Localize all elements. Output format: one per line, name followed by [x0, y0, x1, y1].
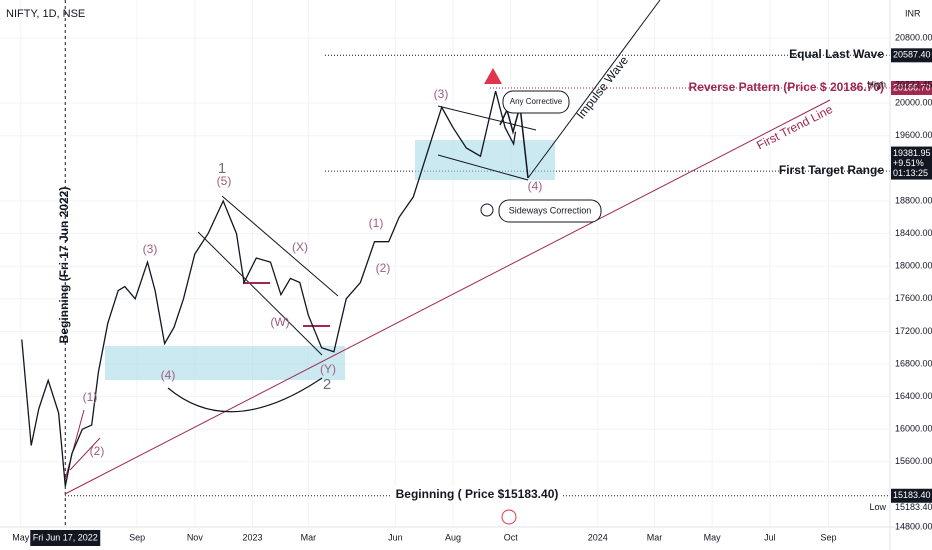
wave-label: (1) [369, 216, 384, 230]
annotation: First Target Range [779, 163, 884, 177]
annotation: Reverse Pattern (Price $ 20186.70) [689, 80, 884, 94]
y-tick-label: 16000.00 [895, 424, 932, 434]
price-tag [891, 488, 932, 503]
annotation: Beginning (Fri 17 Jun 2022) [57, 187, 71, 344]
wave-label: (W) [270, 315, 289, 329]
impulse-line [527, 0, 661, 179]
y-tick-label: 16400.00 [895, 391, 932, 401]
warning-icon [484, 68, 502, 84]
wave-label: (2) [376, 261, 391, 275]
currency: INR [905, 8, 921, 18]
last-price: 19381.95 [893, 148, 931, 158]
y-tick-label: 17200.00 [895, 326, 932, 336]
y-tick-label: 18000.00 [895, 261, 932, 271]
price-tag [891, 48, 932, 63]
x-tick-label: May [704, 532, 722, 542]
x-tick-label: Nov [187, 532, 204, 542]
x-tick-label: Mar [647, 532, 663, 542]
zone [415, 140, 555, 180]
wave-label: 1 [218, 160, 226, 177]
wave-label: (1) [83, 390, 98, 404]
x-tick-label: Sep [129, 532, 145, 542]
price-line [21, 90, 517, 487]
wave-label: (3) [143, 242, 158, 256]
high-name: High [867, 79, 886, 89]
price-tag-text: 20587.40 [893, 50, 931, 60]
y-tick-label: 17600.00 [895, 293, 932, 303]
wave-label: (4) [528, 179, 543, 193]
channel [221, 195, 339, 297]
axes: 14800.00 15600.00 16000.00 16400.00 16800.00… [12, 32, 932, 546]
callout [498, 199, 602, 223]
wave-label: (5) [217, 174, 232, 188]
y-tick-label: 19600.00 [895, 130, 932, 140]
annotation: Beginning ( Price $15183.40) [396, 487, 559, 501]
y-tick-label: 18800.00 [895, 195, 932, 205]
x-tick-label: 2023 [243, 532, 263, 542]
x-tick-label: Jun [388, 532, 403, 542]
y-tick-label: 20000.00 [895, 98, 932, 108]
last-tag [891, 146, 932, 180]
low-value: 15183.40 [895, 502, 932, 512]
wave-label: (X) [292, 240, 308, 254]
event-icon [501, 509, 517, 525]
wave-line [64, 409, 101, 481]
y-tick-label: 16800.00 [895, 358, 932, 368]
wave-label: (Y) [320, 362, 336, 376]
y-tick-label: 15600.00 [895, 456, 932, 466]
wave-label: (2) [90, 444, 105, 458]
wave-label: (4) [161, 368, 176, 382]
countdown: 01:13:25 [893, 168, 928, 178]
channel [437, 105, 537, 131]
chart-title: NIFTY, 1D, NSE [6, 8, 85, 20]
y-tick-label: 14800.00 [895, 521, 932, 531]
y-tick-label: 18400.00 [895, 228, 932, 238]
cursor-tag [30, 530, 101, 546]
high-value: 20222.45 [895, 79, 932, 89]
zone [105, 346, 345, 380]
channel [197, 231, 323, 356]
wave-labels: (1) (2) (3) (4) (5)1 (W) (X) (Y)2 (1) (2) (3) (4) [83, 87, 543, 458]
x-tick-label: 2024 [588, 532, 608, 542]
last-change: +9.51% [893, 158, 924, 168]
corrective-path [499, 105, 529, 179]
x-tick-label: Aug [445, 532, 461, 542]
callout-text: Sideways Correction [509, 205, 592, 215]
x-tick-label: Mar [301, 532, 317, 542]
x-tick-label: Oct [504, 532, 519, 542]
series [21, 90, 517, 487]
trend-line [64, 99, 831, 495]
y-tick-label: 20800.00 [895, 32, 932, 42]
callout-text: Any Corrective [510, 97, 563, 106]
x-tick-label: Jul [764, 532, 776, 542]
callout [502, 90, 570, 114]
wave-label: 2 [323, 376, 331, 393]
price-tag-text: 20186.70 [893, 82, 931, 92]
wave-label: (3) [434, 87, 449, 101]
x-tick-label: May [12, 532, 30, 542]
x-tick-label: Fri Jun 17, 2022 [33, 532, 98, 542]
bulb-icon [480, 203, 494, 217]
channel [437, 154, 529, 181]
low-name: Low [869, 502, 886, 512]
x-tick-label: Sep [821, 532, 837, 542]
annotation: Equal Last Wave [789, 47, 884, 61]
arrow [167, 377, 323, 413]
label-bg [392, 486, 562, 504]
price-tag-text: 15183.40 [893, 490, 931, 500]
price-tag [891, 80, 932, 95]
